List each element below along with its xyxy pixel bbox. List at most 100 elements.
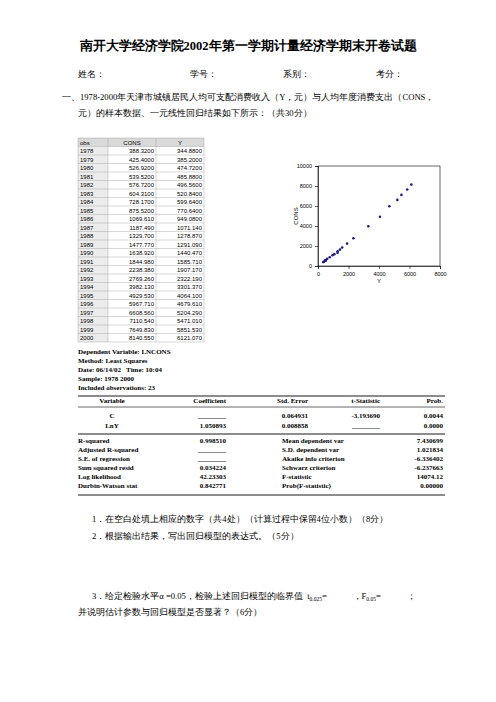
stat-value: ________ bbox=[197, 455, 227, 463]
plot-frame bbox=[318, 166, 440, 266]
table-cell: 5471.010 bbox=[177, 318, 203, 324]
table-cell: 4679.610 bbox=[177, 301, 203, 307]
question-text: 一、1978-2000年天津市城镇居民人均可支配消费收入（Y，元）与人均年度消费… bbox=[62, 92, 434, 102]
tick-label: 8000 bbox=[434, 271, 446, 277]
table-cell: 599.6400 bbox=[177, 199, 203, 205]
table-cell: 1983 bbox=[80, 191, 94, 197]
meta-line: Date: 06/14/02 Time: 10:04 bbox=[78, 366, 162, 374]
table-cell: 1999 bbox=[80, 327, 94, 333]
table-cell: 344.8800 bbox=[177, 148, 203, 154]
stat-label: Prob(F-statistic) bbox=[282, 482, 332, 490]
table-cell: 5204.290 bbox=[177, 310, 203, 316]
point bbox=[388, 205, 391, 208]
stat-value: 1.021834 bbox=[417, 446, 444, 454]
table-rule bbox=[78, 291, 204, 292]
stat-value: 0.00000 bbox=[420, 482, 443, 490]
stat-value: 0.842771 bbox=[200, 482, 227, 490]
tick: 8000 bbox=[300, 183, 318, 189]
points bbox=[322, 183, 413, 263]
info-label: 姓名： bbox=[78, 69, 105, 79]
table-cell: 485.8800 bbox=[177, 174, 203, 180]
table-cell: 1991 bbox=[80, 259, 94, 265]
table-rule bbox=[78, 248, 204, 249]
tick: 4000 bbox=[373, 266, 385, 277]
table-rule bbox=[78, 274, 204, 275]
background bbox=[0, 0, 496, 702]
tick: 6000 bbox=[300, 203, 318, 209]
table-header: CONS bbox=[123, 140, 140, 146]
stat-value: -6.237663 bbox=[414, 464, 443, 472]
table-cell: 1988 bbox=[80, 233, 94, 239]
table-cell: 3301.370 bbox=[177, 284, 203, 290]
meta-line: Method: Least Squares bbox=[78, 357, 148, 365]
rule bbox=[78, 495, 445, 496]
point bbox=[328, 256, 331, 259]
regression-output: Dependent Variable: LNCONSMethod: Least … bbox=[78, 348, 445, 495]
point bbox=[336, 250, 339, 253]
table-cell: 8140.550 bbox=[129, 335, 155, 341]
table-cell: 388.3200 bbox=[129, 148, 155, 154]
question-text: 3．给定检验水平α =0.05，检验上述回归模型的临界值 t0.025= ，F0… bbox=[92, 591, 416, 602]
table-cell: 1995 bbox=[80, 293, 94, 299]
tick-mark bbox=[315, 206, 318, 207]
tick-label: 2000 bbox=[300, 243, 312, 249]
table-cell: 496.5600 bbox=[177, 182, 203, 188]
coef-cell: LnY bbox=[105, 422, 119, 430]
column-header: Std. Error bbox=[277, 397, 308, 405]
tick-label: 0 bbox=[317, 271, 320, 277]
table-cell: 1291.090 bbox=[177, 242, 203, 248]
table-cell: 728.1700 bbox=[129, 199, 155, 205]
coef-cell: 0.0000 bbox=[424, 422, 444, 430]
table-cell: 474.7200 bbox=[177, 165, 203, 171]
table-cell: 1440.470 bbox=[177, 250, 203, 256]
coef-cell: -3.193690 bbox=[351, 412, 380, 420]
table-cell: 576.7200 bbox=[129, 182, 155, 188]
table-cell: 2238.380 bbox=[129, 267, 155, 273]
stat-value: 7.430699 bbox=[417, 437, 444, 445]
stat-label: S.E. of regression bbox=[78, 455, 130, 463]
stat-label: S.D. dependent var bbox=[282, 446, 339, 454]
tick: 2000 bbox=[343, 266, 355, 277]
stat-label: Mean dependent var bbox=[282, 437, 344, 445]
table-cell: 949.0800 bbox=[177, 216, 203, 222]
coef-cell: 0.008858 bbox=[282, 422, 309, 430]
table-rule bbox=[78, 197, 204, 198]
stat-value: 42.23303 bbox=[200, 473, 227, 481]
coef-cell: C bbox=[109, 412, 114, 420]
tick-mark bbox=[315, 226, 318, 227]
meta-line: Sample: 1978 2000 bbox=[78, 375, 135, 383]
page: 南开大学经济学院2002年第一学期计量经济学期末开卷试题姓名：学号：系别：考分：… bbox=[0, 0, 496, 702]
table-cell: 604.3100 bbox=[129, 191, 155, 197]
table-cell: 526.9200 bbox=[129, 165, 155, 171]
table-rule bbox=[156, 138, 157, 342]
tick-mark bbox=[315, 246, 318, 247]
stat-value: 14074.12 bbox=[417, 473, 444, 481]
y-axis-title: CONS bbox=[293, 207, 299, 224]
stat-value: 0.998510 bbox=[200, 437, 227, 445]
table-cell: 1187.490 bbox=[129, 225, 154, 231]
info-label: 系别： bbox=[283, 69, 310, 79]
coef-cell: ________ bbox=[351, 422, 381, 430]
table-cell: 2000 bbox=[80, 335, 94, 341]
point bbox=[326, 257, 329, 260]
table-rule bbox=[204, 138, 205, 342]
coef-cell: 0.064931 bbox=[282, 412, 309, 420]
table-cell: 385.2000 bbox=[177, 157, 203, 163]
table-rule bbox=[78, 180, 204, 181]
tick-label: 10000 bbox=[297, 163, 312, 169]
meta-line: Included observations: 23 bbox=[78, 384, 156, 392]
table-cell: 2322.190 bbox=[177, 276, 203, 282]
tick-label: 4000 bbox=[300, 223, 312, 229]
scatter-chart: 020004000600080000200040006000800010000Y… bbox=[293, 163, 447, 284]
table-cell: 1980 bbox=[80, 165, 94, 171]
table-cell: 1997 bbox=[80, 310, 94, 316]
table-rule bbox=[78, 299, 204, 300]
table-cell: 4929.530 bbox=[129, 293, 155, 299]
axis-line bbox=[319, 267, 441, 270]
table-cell: 7110.540 bbox=[129, 318, 154, 324]
tick-mark bbox=[349, 266, 350, 269]
question-text: 元）的样本数据、一元线性回归结果如下所示：（共30分） bbox=[78, 108, 312, 118]
question-segment: 3．给定检验水平α =0.05，检验上述回归模型的临界值 t bbox=[92, 591, 310, 601]
point bbox=[396, 199, 399, 202]
meta-line: Dependent Variable: LNCONS bbox=[78, 348, 171, 356]
